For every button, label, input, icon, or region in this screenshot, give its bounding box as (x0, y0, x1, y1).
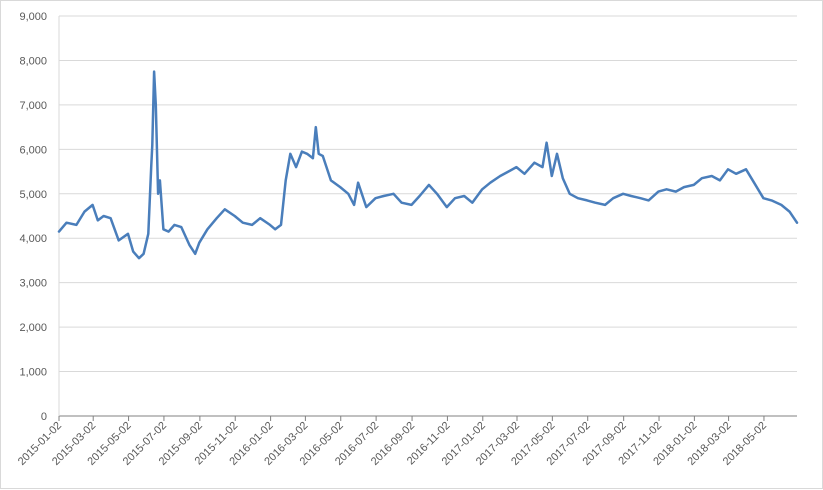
series-line-0 (57, 70, 799, 260)
axes (58, 16, 797, 421)
y-tick-label: 5,000 (19, 189, 47, 201)
y-tick-label: 8,000 (19, 55, 47, 67)
y-tick-label: 0 (41, 411, 47, 423)
y-tick-label: 4,000 (19, 233, 47, 245)
series-group (57, 70, 799, 260)
y-tick-label: 1,000 (19, 367, 47, 379)
y-axis-tick-labels: 0 1,000 2,000 3,000 4,000 5,000 6,000 7,000 8,00… (19, 11, 47, 423)
y-tick-label: 6,000 (19, 144, 47, 156)
y-tick-label: 2,000 (19, 322, 47, 334)
gridlines (59, 15, 797, 373)
y-tick-label: 9,000 (19, 11, 47, 23)
x-axis-tick-labels: 2015-01-022015-03-022015-05-022015-07-02… (16, 420, 769, 468)
y-tick-label: 7,000 (19, 100, 47, 112)
y-tick-label: 3,000 (19, 278, 47, 290)
